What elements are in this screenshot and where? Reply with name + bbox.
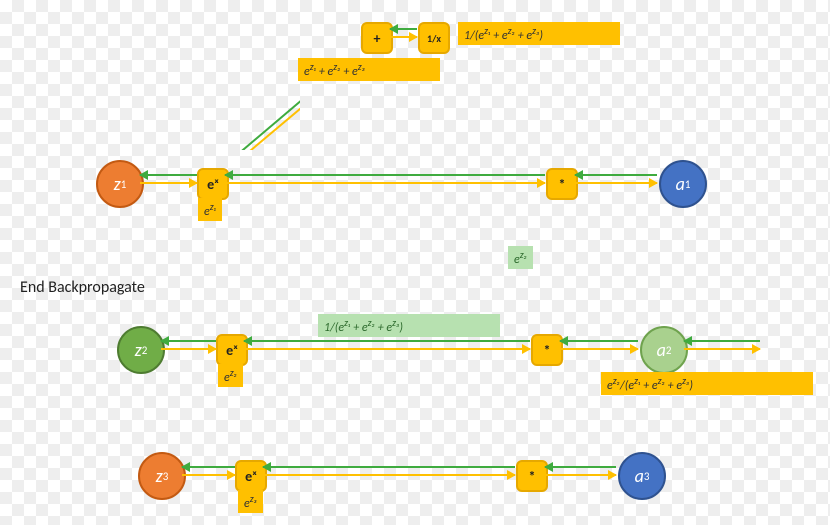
badge-ez1: ez₁ [198,198,222,221]
fwd-arrow [684,348,760,350]
fwd-arrow [225,182,545,184]
bwd-arrow [575,174,657,176]
fwd-arrow [390,36,417,38]
bwd-arrow [560,340,638,342]
bwd-arrow [545,466,616,468]
badge-ez2: ez₂ [218,364,243,387]
bwd-arrow [263,466,515,468]
bwd-arrow [140,174,197,176]
node-a2: a2 [640,326,688,374]
bwd-arrow [390,28,417,30]
node-z1: z1 [96,160,144,208]
fwd-arrow [545,474,616,476]
node-z3: z3 [138,452,186,500]
fwd-arrow [244,348,530,350]
bwd-arrow [244,340,530,342]
fwd-arrow [161,348,216,350]
fwd-arrow [263,474,515,476]
fwd-arrow [575,182,657,184]
fwd-arrow [140,182,197,184]
badge-sumexp: ez₁ + ez₂ + ez₃ [298,58,440,81]
badge-softmax: 1/(ez₁ + ez₂ + ez₃) [458,22,620,45]
badge-g_frac: ez₂/(ez₁ + ez₂ + ez₃) [601,372,813,395]
bwd-arrow [182,466,235,468]
bwd-arrow [225,174,545,176]
op-inv: 1/x [418,22,450,54]
badge-g_sm: 1/(ez₁ + ez₂ + ez₃) [318,314,500,337]
fwd-arrow [182,474,235,476]
badge-ez3: ez₃ [238,490,263,513]
fwd-arrow [560,348,638,350]
badge-g_ez2: ez₂ [508,246,533,269]
node-a1: a1 [659,160,707,208]
bwd-arrow [684,340,760,342]
node-z2: z2 [117,326,165,374]
bwd-arrow [161,340,216,342]
node-a3: a3 [618,452,666,500]
title: End Backpropagate [20,278,145,297]
